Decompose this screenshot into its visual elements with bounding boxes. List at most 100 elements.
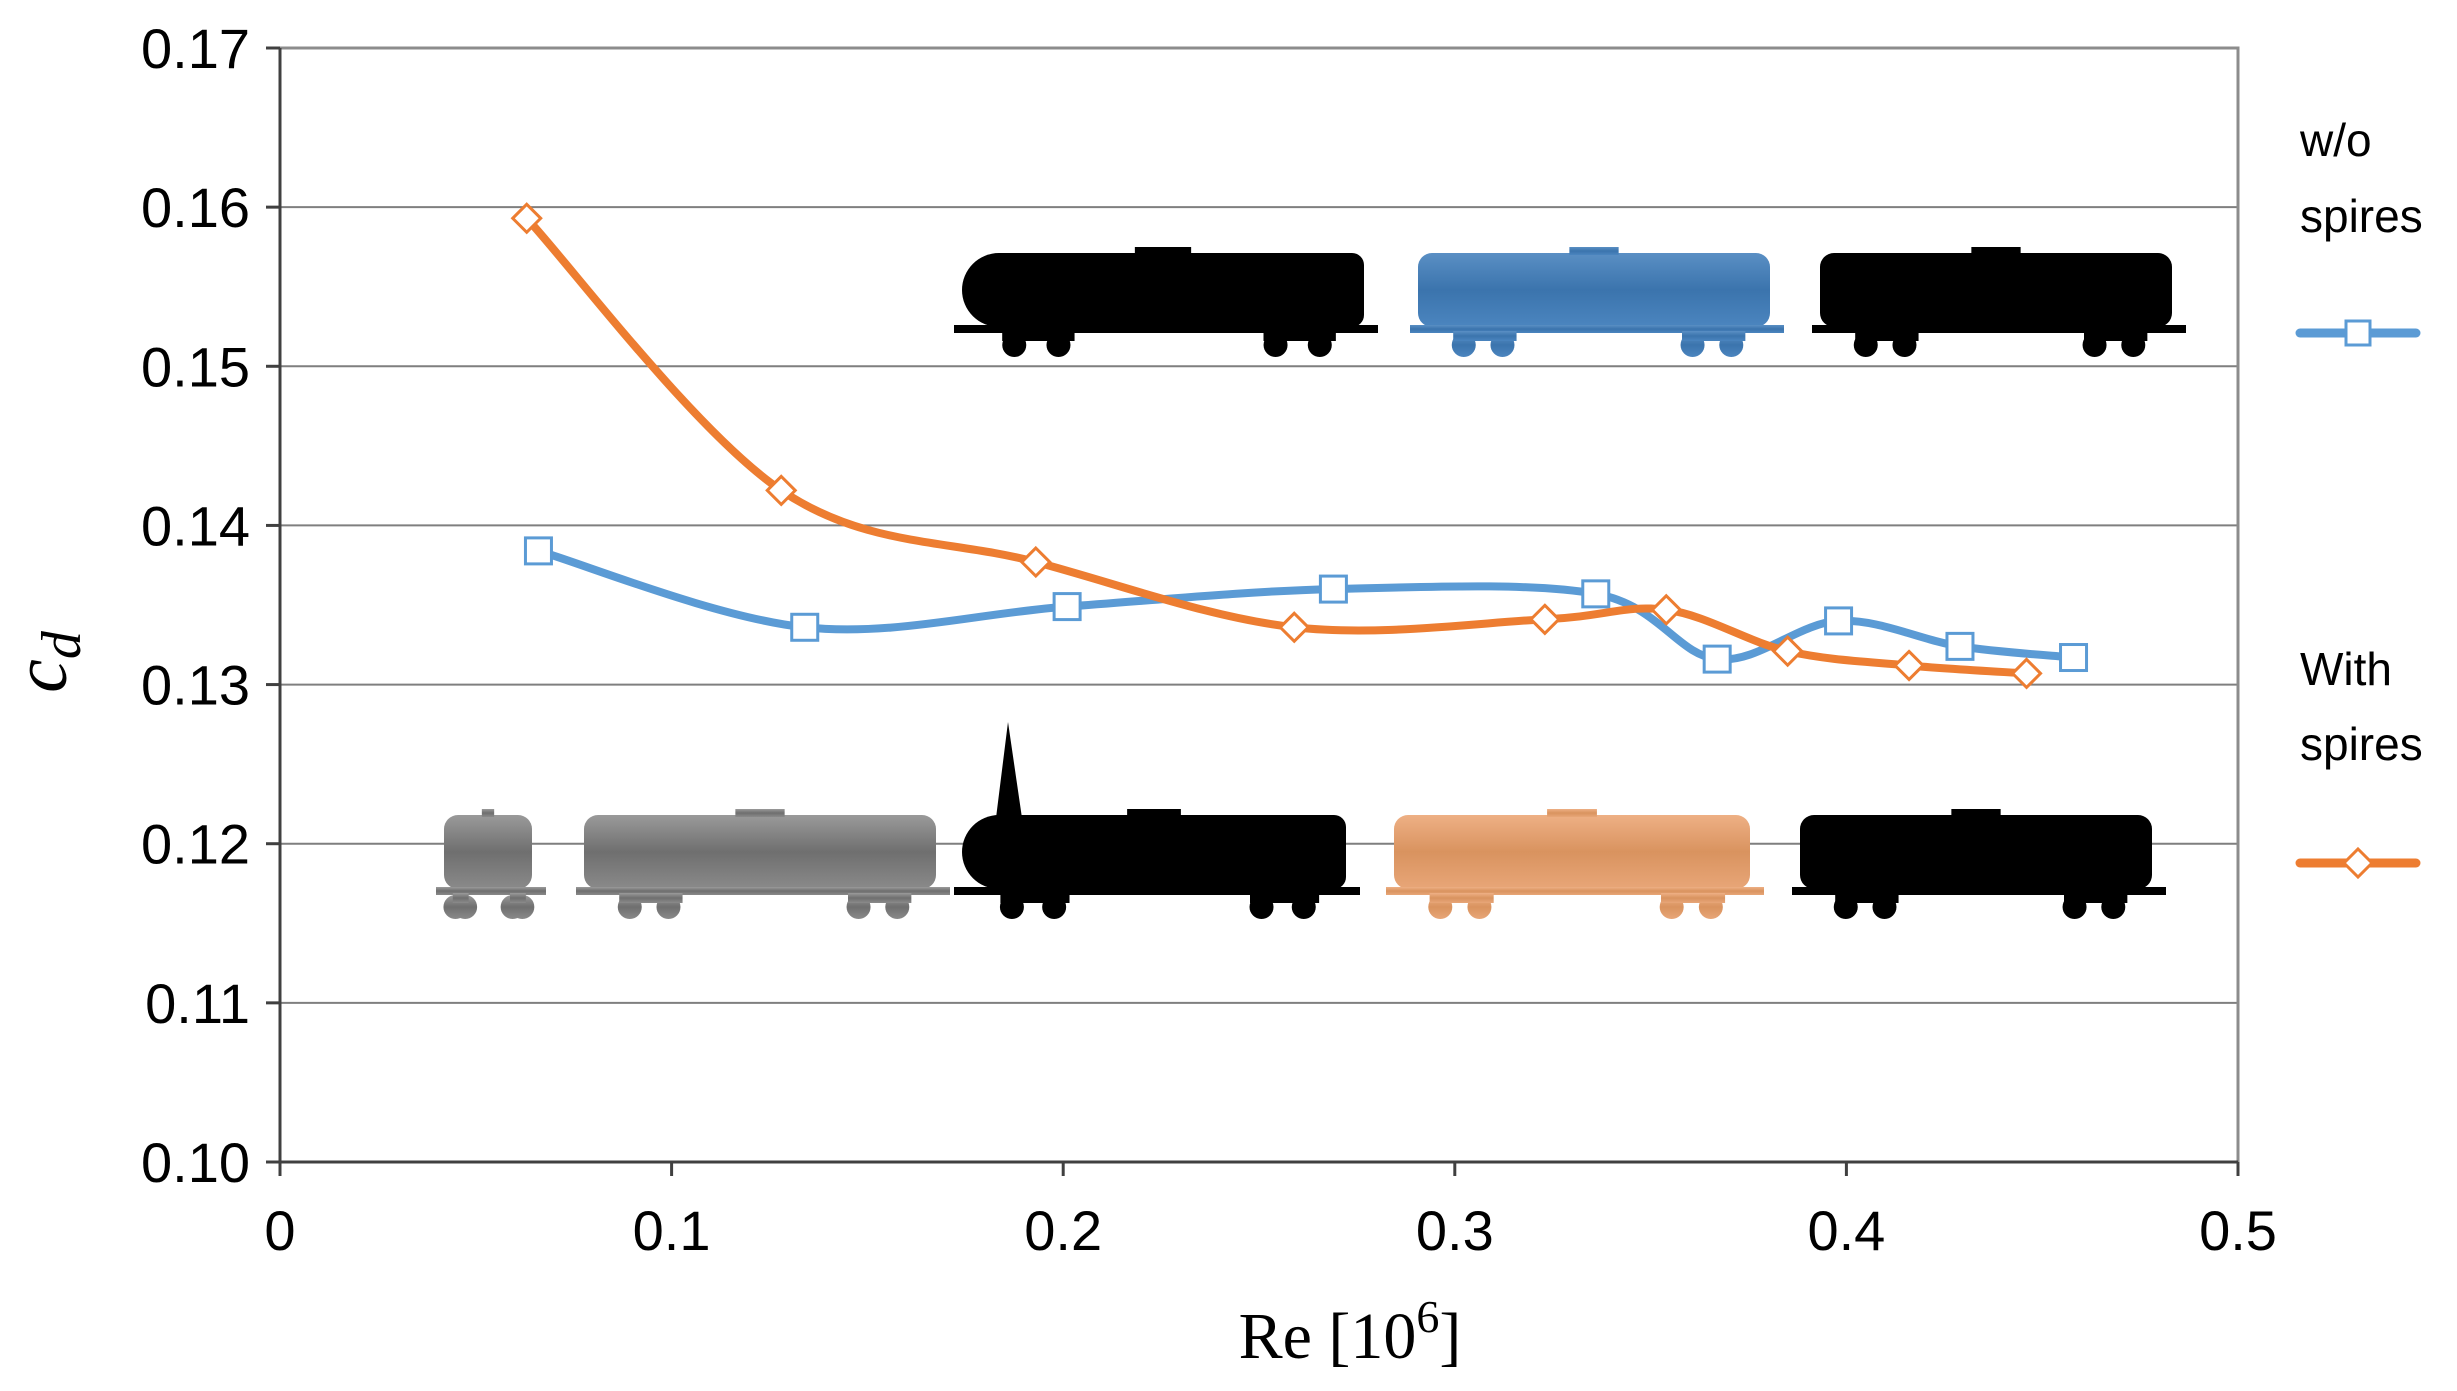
y-tick-label-0.13: 0.13: [141, 654, 250, 717]
lower-train-car-5-dome: [1951, 809, 2001, 817]
legend-marker-diamond: [2341, 846, 2375, 880]
upper-train-car-1-bogie-rear: [1263, 331, 1336, 341]
data-point-0-4: [1581, 579, 1611, 609]
series-wo-spires: [523, 536, 2089, 674]
y-tick-label-0.14: 0.14: [141, 494, 250, 557]
x-tick-label-0.4: 0.4: [1807, 1199, 1885, 1262]
legend-entry-with-spires: With spires: [2295, 643, 2423, 880]
x-tick-label-0: 0: [264, 1199, 295, 1262]
legend-entry-wo-spires: w/o spires: [2295, 114, 2423, 347]
lower-train-car-1-bogie-rear: [510, 893, 526, 903]
y-axis-title: cd: [0, 630, 93, 693]
legend-label-with-spires-line2: spires: [2300, 718, 2423, 770]
lower-train-car-2-dome: [735, 809, 785, 817]
data-point-1-1: [765, 474, 798, 507]
upper-train-car-1-frame: [954, 325, 1378, 333]
upper-train-car-2-bogie-rear: [1682, 331, 1746, 341]
lower-train-car-5-tank: [1800, 815, 2152, 889]
y-tick-label-0.16: 0.16: [141, 176, 250, 239]
upper-train-car-1-dome: [1134, 247, 1192, 255]
lower-train-car-5-bogie-rear: [2064, 893, 2128, 903]
spire-silhouette: [996, 722, 1022, 818]
upper-train-car-3-dome: [1971, 247, 2021, 255]
legend: w/o spires With spires: [2295, 114, 2423, 880]
lower-train-car-3: [954, 809, 1360, 919]
lower-train-car-5-bogie-front: [1835, 893, 1899, 903]
data-point-0-8: [2059, 643, 2089, 673]
data-point-0-6: [1824, 606, 1854, 636]
legend-label-wo-spires-line1: w/o: [2299, 114, 2372, 166]
legend-label-with-spires-line1: With: [2300, 643, 2392, 695]
lower-train-car-3-dome: [1127, 809, 1181, 817]
lower-train-car-4-bogie-rear: [1661, 893, 1726, 903]
x-tick-label-0.2: 0.2: [1024, 1199, 1102, 1262]
data-point-0-2: [1052, 592, 1082, 622]
data-point-1-0: [510, 202, 543, 235]
lower-train-car-3-bogie-rear: [1250, 893, 1320, 903]
lower-train-car-3-tank-end: [1154, 815, 1346, 889]
y-tick-label-0.12: 0.12: [141, 813, 250, 876]
y-tick-label-0.10: 0.10: [141, 1131, 250, 1194]
data-point-1-8: [2010, 657, 2043, 690]
x-tick-label-0.5: 0.5: [2199, 1199, 2277, 1262]
series-line-0: [534, 546, 2078, 664]
data-point-0-5: [1702, 644, 1732, 674]
plot-area-frame: [278, 46, 2240, 1164]
lower-train-car-1-frame: [436, 887, 546, 895]
upper-train-car-3-bogie-rear: [2084, 331, 2148, 341]
upper-train-car-2-tank: [1418, 253, 1770, 327]
lower-train-car-3-frame: [954, 887, 1360, 895]
lower-train-car-1: [436, 809, 546, 919]
data-point-0-7: [1945, 631, 1975, 661]
upper-train-car-1-tank-end: [1163, 253, 1364, 327]
lower-train-car-5: [1792, 809, 2166, 919]
x-tick-label-0.3: 0.3: [1416, 1199, 1494, 1262]
lower-train-car-1-dome: [481, 809, 495, 817]
data-point-1-6: [1771, 635, 1804, 668]
upper-train-car-3-frame: [1812, 325, 2186, 333]
y-tick-label-0.17: 0.17: [141, 17, 250, 80]
data-point-1-2: [1019, 545, 1052, 579]
lower-train-car-2-bogie-rear: [848, 893, 912, 903]
data-point-1-7: [1892, 649, 1926, 682]
lower-train-car-2-frame: [576, 887, 950, 895]
data-series: [510, 202, 2089, 690]
lower-train-car-4-frame: [1386, 887, 1764, 895]
upper-train-car-3: [1812, 247, 2186, 357]
x-axis-title: Re [106]: [1239, 1291, 1462, 1373]
lower-train-car-2: [576, 809, 950, 919]
x-tick-label-0.1: 0.1: [633, 1199, 711, 1262]
x-axis-title-end: ]: [1439, 1300, 1461, 1373]
y-tick-label-0.15: 0.15: [141, 335, 250, 398]
upper-train-car-2: [1410, 247, 1784, 357]
upper-train-car-1-bogie-front: [1002, 331, 1075, 341]
data-point-0-0: [523, 536, 553, 566]
lower-train-car-4: [1386, 809, 1764, 919]
lower-train-car-2-bogie-front: [619, 893, 683, 903]
lower-train-car-4-bogie-front: [1429, 893, 1494, 903]
lower-train-car-1-bogie-front: [452, 893, 469, 903]
lower-train-car-3-bogie-front: [1000, 893, 1070, 903]
series-with-spires: [510, 202, 2043, 690]
data-point-1-4: [1528, 603, 1561, 636]
legend-marker-square: [2344, 319, 2372, 347]
y-axis-title-subscript: d: [31, 630, 93, 659]
upper-train-car-2-frame: [1410, 325, 1784, 333]
y-tick-label-0.11: 0.11: [145, 972, 250, 1035]
data-point-0-3: [1318, 574, 1348, 604]
lower-train-car-4-tank: [1394, 815, 1750, 889]
upper-train-car-2-dome: [1569, 247, 1619, 255]
data-point-1-3: [1278, 611, 1311, 644]
x-axis-title-superscript: 6: [1416, 1291, 1439, 1342]
lower-train-car-2-tank: [584, 815, 936, 889]
data-point-0-1: [790, 612, 820, 642]
lower-train-car-1-tank: [444, 815, 532, 889]
upper-train-car-2-bogie-front: [1453, 331, 1517, 341]
train-silhouettes: [436, 247, 2186, 919]
lower-train-car-4-dome: [1547, 809, 1597, 817]
legend-label-wo-spires-line2: spires: [2300, 190, 2423, 242]
axes: 0.10 0.11 0.12 0.13 0.14 0.15 0.16 0.17 0 0.1 0.2 0…: [141, 17, 2277, 1262]
lower-train-car-5-frame: [1792, 887, 2166, 895]
upper-train-car-3-tank: [1820, 253, 2172, 327]
